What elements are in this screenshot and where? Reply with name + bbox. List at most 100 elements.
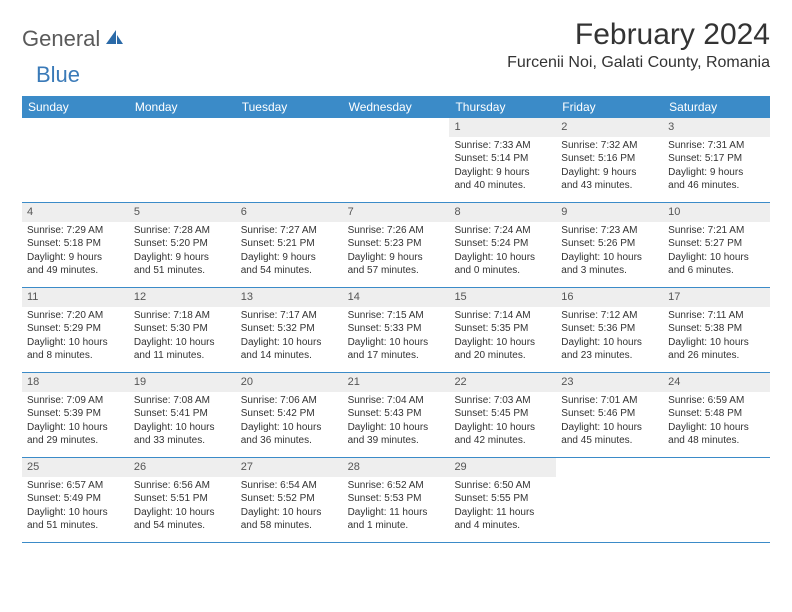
day-number: 13: [236, 288, 343, 307]
day-cell: [236, 118, 343, 202]
daylight-text: Daylight: 10 hours: [348, 336, 445, 350]
daylight-text: Daylight: 10 hours: [134, 336, 231, 350]
daylight-text: and 17 minutes.: [348, 349, 445, 363]
daylight-text: Daylight: 9 hours: [668, 166, 765, 180]
day-number: [556, 458, 663, 462]
day-cell: 4 Sunrise: 7:29 AMSunset: 5:18 PMDaylight…: [22, 203, 129, 287]
day-number: 19: [129, 373, 236, 392]
sunrise-text: Sunrise: 6:59 AM: [668, 394, 765, 408]
daylight-text: Daylight: 10 hours: [348, 421, 445, 435]
day-cell: 20Sunrise: 7:06 AMSunset: 5:42 PMDayligh…: [236, 373, 343, 457]
daylight-text: and 43 minutes.: [561, 179, 658, 193]
sunset-text: Sunset: 5:18 PM: [27, 237, 124, 251]
sunrise-text: Sunrise: 7:01 AM: [561, 394, 658, 408]
daylight-text: and 29 minutes.: [27, 434, 124, 448]
daylight-text: Daylight: 9 hours: [134, 251, 231, 265]
sunset-text: Sunset: 5:29 PM: [27, 322, 124, 336]
day-number: [236, 118, 343, 122]
day-number: 4: [22, 203, 129, 222]
day-cell: 9Sunrise: 7:23 AMSunset: 5:26 PMDaylight…: [556, 203, 663, 287]
daylight-text: Daylight: 10 hours: [27, 421, 124, 435]
day-number: 21: [343, 373, 450, 392]
day-number: 5: [129, 203, 236, 222]
daylight-text: and 54 minutes.: [134, 519, 231, 533]
daylight-text: Daylight: 9 hours: [348, 251, 445, 265]
daylight-text: Daylight: 11 hours: [454, 506, 551, 520]
sunset-text: Sunset: 5:42 PM: [241, 407, 338, 421]
day-cell: 19Sunrise: 7:08 AMSunset: 5:41 PMDayligh…: [129, 373, 236, 457]
day-cell: 13Sunrise: 7:17 AMSunset: 5:32 PMDayligh…: [236, 288, 343, 372]
day-header: Monday: [129, 96, 236, 118]
day-number: 1: [449, 118, 556, 137]
sunrise-text: Sunrise: 7:32 AM: [561, 139, 658, 153]
day-cell: 17Sunrise: 7:11 AMSunset: 5:38 PMDayligh…: [663, 288, 770, 372]
day-cell: [22, 118, 129, 202]
sunrise-text: Sunrise: 7:06 AM: [241, 394, 338, 408]
daylight-text: Daylight: 10 hours: [668, 251, 765, 265]
sunrise-text: Sunrise: 7:18 AM: [134, 309, 231, 323]
logo: General: [22, 26, 126, 52]
sunrise-text: Sunrise: 7:12 AM: [561, 309, 658, 323]
daylight-text: Daylight: 9 hours: [27, 251, 124, 265]
sunrise-text: Sunrise: 7:03 AM: [454, 394, 551, 408]
day-cell: [663, 458, 770, 542]
daylight-text: and 11 minutes.: [134, 349, 231, 363]
sunset-text: Sunset: 5:30 PM: [134, 322, 231, 336]
sunrise-text: Sunrise: 7:31 AM: [668, 139, 765, 153]
sunset-text: Sunset: 5:26 PM: [561, 237, 658, 251]
week-row: 11Sunrise: 7:20 AMSunset: 5:29 PMDayligh…: [22, 288, 770, 373]
day-number: [663, 458, 770, 462]
daylight-text: and 1 minute.: [348, 519, 445, 533]
sunrise-text: Sunrise: 7:04 AM: [348, 394, 445, 408]
daylight-text: and 49 minutes.: [27, 264, 124, 278]
sunrise-text: Sunrise: 6:57 AM: [27, 479, 124, 493]
day-number: 2: [556, 118, 663, 137]
daylight-text: and 26 minutes.: [668, 349, 765, 363]
sunrise-text: Sunrise: 7:08 AM: [134, 394, 231, 408]
daylight-text: and 14 minutes.: [241, 349, 338, 363]
daylight-text: and 20 minutes.: [454, 349, 551, 363]
day-cell: 29Sunrise: 6:50 AMSunset: 5:55 PMDayligh…: [449, 458, 556, 542]
day-number: 10: [663, 203, 770, 222]
day-cell: 14Sunrise: 7:15 AMSunset: 5:33 PMDayligh…: [343, 288, 450, 372]
daylight-text: and 8 minutes.: [27, 349, 124, 363]
daylight-text: Daylight: 10 hours: [27, 506, 124, 520]
day-number: 6: [236, 203, 343, 222]
daylight-text: Daylight: 10 hours: [27, 336, 124, 350]
day-cell: 7Sunrise: 7:26 AMSunset: 5:23 PMDaylight…: [343, 203, 450, 287]
day-cell: 6Sunrise: 7:27 AMSunset: 5:21 PMDaylight…: [236, 203, 343, 287]
day-cell: [129, 118, 236, 202]
daylight-text: and 0 minutes.: [454, 264, 551, 278]
daylight-text: and 3 minutes.: [561, 264, 658, 278]
day-header: Tuesday: [236, 96, 343, 118]
daylight-text: Daylight: 10 hours: [454, 421, 551, 435]
logo-text-2: Blue: [36, 62, 80, 87]
daylight-text: Daylight: 10 hours: [561, 336, 658, 350]
week-row: 25Sunrise: 6:57 AMSunset: 5:49 PMDayligh…: [22, 458, 770, 543]
sunset-text: Sunset: 5:17 PM: [668, 152, 765, 166]
day-cell: 10Sunrise: 7:21 AMSunset: 5:27 PMDayligh…: [663, 203, 770, 287]
sunset-text: Sunset: 5:27 PM: [668, 237, 765, 251]
day-cell: 2Sunrise: 7:32 AMSunset: 5:16 PMDaylight…: [556, 118, 663, 202]
day-cell: 26Sunrise: 6:56 AMSunset: 5:51 PMDayligh…: [129, 458, 236, 542]
daylight-text: Daylight: 10 hours: [561, 421, 658, 435]
day-cell: 25Sunrise: 6:57 AMSunset: 5:49 PMDayligh…: [22, 458, 129, 542]
sunrise-text: Sunrise: 6:52 AM: [348, 479, 445, 493]
daylight-text: Daylight: 9 hours: [241, 251, 338, 265]
daylight-text: Daylight: 10 hours: [561, 251, 658, 265]
sunset-text: Sunset: 5:52 PM: [241, 492, 338, 506]
day-number: 27: [236, 458, 343, 477]
sunrise-text: Sunrise: 7:29 AM: [27, 224, 124, 238]
day-cell: 3Sunrise: 7:31 AMSunset: 5:17 PMDaylight…: [663, 118, 770, 202]
day-cell: 5Sunrise: 7:28 AMSunset: 5:20 PMDaylight…: [129, 203, 236, 287]
week-row: 18Sunrise: 7:09 AMSunset: 5:39 PMDayligh…: [22, 373, 770, 458]
day-cell: 1Sunrise: 7:33 AMSunset: 5:14 PMDaylight…: [449, 118, 556, 202]
day-number: 8: [449, 203, 556, 222]
sunrise-text: Sunrise: 7:14 AM: [454, 309, 551, 323]
daylight-text: Daylight: 10 hours: [668, 421, 765, 435]
daylight-text: Daylight: 9 hours: [454, 166, 551, 180]
daylight-text: Daylight: 10 hours: [241, 336, 338, 350]
sunrise-text: Sunrise: 7:33 AM: [454, 139, 551, 153]
day-header: Saturday: [663, 96, 770, 118]
daylight-text: Daylight: 10 hours: [241, 421, 338, 435]
